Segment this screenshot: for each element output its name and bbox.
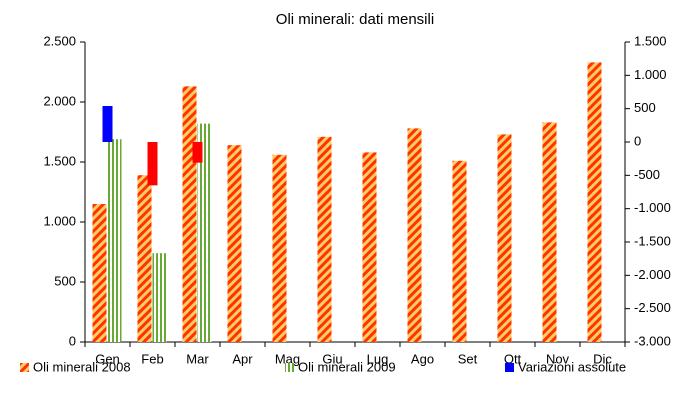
legend-swatch: [285, 363, 294, 372]
variation-bar: [192, 142, 203, 163]
x-tick-label: Dic: [593, 351, 612, 366]
legend-swatch: [20, 363, 29, 372]
bar: [452, 160, 467, 342]
y-tick-label: 0: [69, 333, 76, 348]
bar: [107, 139, 122, 342]
bar: [227, 145, 242, 342]
chart-title: Oli minerali: dati mensili: [276, 11, 434, 28]
legend-label: Variazioni assolute: [518, 359, 626, 374]
x-tick-label: Giu: [322, 351, 342, 366]
bar: [407, 128, 422, 342]
bar: [587, 62, 602, 343]
y2-tick-label: 500: [634, 100, 656, 115]
variation-bar: [147, 142, 158, 186]
variation-bar: [102, 106, 113, 142]
legend-label: Oli minerali 2009: [298, 359, 396, 374]
y-tick-label: 500: [54, 273, 76, 288]
legend-label: Oli minerali 2008: [33, 359, 131, 374]
y2-tick-label: -500: [634, 167, 660, 182]
y-tick-label: 2.500: [43, 33, 76, 48]
x-tick-label: Feb: [141, 351, 163, 366]
bar: [317, 136, 332, 342]
y-tick-label: 2.000: [43, 93, 76, 108]
y2-tick-label: -1.000: [634, 200, 671, 215]
bar: [137, 175, 152, 342]
x-tick-label: Apr: [232, 351, 253, 366]
legend-swatch: [505, 363, 514, 372]
x-tick-label: Ago: [411, 351, 434, 366]
bar: [92, 204, 107, 342]
bar: [497, 134, 512, 342]
y2-tick-label: -3.000: [634, 333, 671, 348]
x-tick-label: Mag: [275, 351, 300, 366]
y2-tick-label: -2.000: [634, 267, 671, 282]
x-tick-label: Lug: [367, 351, 389, 366]
y2-tick-label: 0: [634, 133, 641, 148]
bar: [542, 122, 557, 343]
bar: [272, 154, 287, 342]
y-tick-label: 1.500: [43, 153, 76, 168]
bar: [362, 152, 377, 342]
x-tick-label: Mar: [186, 351, 209, 366]
x-tick-label: Set: [458, 351, 478, 366]
bar: [182, 86, 197, 343]
bar: [197, 123, 212, 342]
y2-tick-label: 1.000: [634, 67, 667, 82]
x-tick-label: Nov: [546, 351, 570, 366]
x-tick-label: Gen: [95, 351, 120, 366]
bar: [152, 253, 167, 342]
x-tick-label: Ott: [504, 351, 522, 366]
y2-tick-label: 1.500: [634, 33, 667, 48]
y2-tick-label: -1.500: [634, 233, 671, 248]
y2-tick-label: -2.500: [634, 300, 671, 315]
y-tick-label: 1.000: [43, 213, 76, 228]
